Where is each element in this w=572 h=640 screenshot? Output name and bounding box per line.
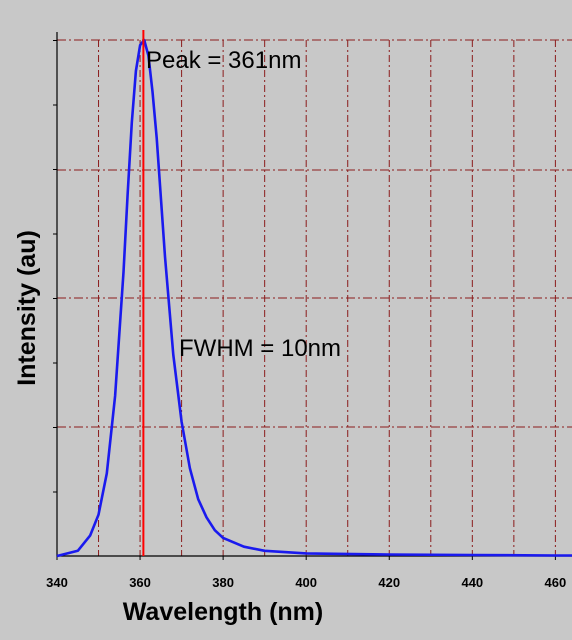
x-tick-label: 380	[212, 575, 234, 590]
y-axis-label: Intensity (au)	[13, 230, 41, 386]
fwhm-annotation: FWHM = 10nm	[179, 335, 341, 362]
x-tick-label: 460	[545, 575, 567, 590]
spectrum-line	[56, 38, 572, 558]
series-layer	[56, 38, 572, 558]
x-ticks: 340 360 380 400 420 440 460	[46, 556, 566, 590]
x-tick-label: 400	[295, 575, 317, 590]
x-tick-label: 440	[461, 575, 483, 590]
grid	[57, 39, 572, 556]
x-tick-label: 420	[378, 575, 400, 590]
x-tick-label: 360	[129, 575, 151, 590]
x-tick-label: 340	[46, 575, 68, 590]
x-axis-label: Wavelength (nm)	[123, 598, 323, 626]
peak-annotation: Peak = 361nm	[146, 47, 301, 74]
